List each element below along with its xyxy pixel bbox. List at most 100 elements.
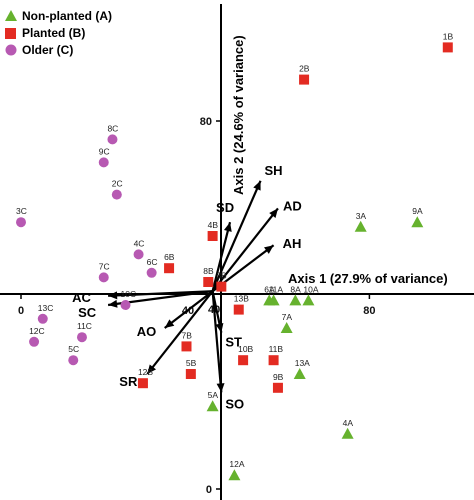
circle-marker [76,332,87,343]
square-marker [216,281,227,292]
triangle-marker [289,294,302,306]
point-label: 11A [269,284,284,294]
triangle-marker [280,322,293,333]
point-label: 2C [112,179,123,189]
vector-line [211,291,223,393]
vector-label: SD [216,200,234,215]
point-4c: 4C [133,238,144,260]
y-tick-label: 0 [206,484,212,496]
vector-label: AD [283,198,302,213]
vector-line [146,290,214,375]
point-label: 3A [356,211,367,221]
square-marker [203,277,214,287]
vector-ad: AD [211,198,302,292]
triangle-marker [267,294,280,306]
point-label: 10A [303,284,318,294]
arrowhead [216,383,225,393]
arrowhead [263,245,274,254]
vector-label: SO [225,396,244,411]
legend-label: Planted (B) [22,26,85,40]
square-marker [185,369,196,379]
circle-marker [111,189,122,200]
point-label: 12C [29,326,45,336]
circle-marker [146,267,157,278]
legend-entry: Planted (B) [5,26,85,40]
square-marker [164,263,175,274]
x-tick-label: 0 [18,305,24,317]
point-1b: 1B [442,31,454,53]
point-label: 1B [443,31,454,41]
point-10b: 10B [238,344,254,366]
point-2c: 2C [111,179,123,200]
point-label: 3C [16,206,27,216]
point-label: 9A [412,206,423,216]
legend-circle-icon [5,44,17,56]
circle-marker [37,313,48,324]
point-label: 12B [138,367,153,377]
vector-ao: AO [137,290,214,339]
square-marker [207,231,218,241]
circle-marker [29,336,40,347]
point-11a: 11A [267,284,284,306]
point-label: 8A [290,284,301,294]
vector-line [164,290,214,329]
circle-marker [68,355,79,366]
legend-entry: Older (C) [5,43,73,57]
circle-marker [98,157,109,168]
vector-label: SC [78,305,97,320]
y-tick-label: 80 [200,116,212,128]
point-label: 5A [208,390,219,400]
square-marker [442,42,453,53]
point-8c: 8C [107,123,118,145]
triangle-marker [302,294,315,306]
triangle-marker [228,469,241,481]
point-label: 4B [208,220,219,230]
point-label: 6C [147,257,158,267]
point-label: 10C [121,289,137,299]
point-label: 6B [164,252,175,262]
point-12a: 12A [228,459,245,481]
arrowhead [215,322,224,333]
point-label: 5C [68,344,79,354]
circle-marker [107,134,118,145]
point-label: 3B [216,271,227,281]
vector-line [211,207,279,292]
point-label: 10B [238,344,253,354]
vector-ac: AC [72,290,213,305]
legend-label: Non-planted (A) [22,9,112,23]
arrowhead [164,319,175,328]
point-9a: 9A [411,206,424,228]
legend: Non-planted (A) Planted (B) Older (C) [5,9,112,57]
vector-label: AC [72,290,91,305]
point-11b: 11B [268,344,284,366]
vector-so: SO [211,291,244,411]
point-5c: 5C [68,344,79,366]
square-marker [233,304,244,315]
vector-line [211,180,262,292]
square-marker [137,378,148,389]
point-label: 2B [299,64,310,74]
point-label: 9B [273,372,284,382]
point-7a: 7A [280,312,293,333]
point-11c: 11C [76,321,92,343]
point-label: 6A [264,284,275,294]
point-9c: 9C [98,146,110,168]
square-marker [181,341,192,352]
point-4a: 4A [341,418,354,439]
point-8b: 8B [203,266,214,287]
point-13a: 13A [293,358,310,379]
point-label: 11B [269,344,284,354]
vector-label: AO [137,324,157,339]
legend-label: Older (C) [22,43,73,57]
point-5a: 5A [206,390,219,412]
square-marker [299,74,310,85]
triangle-marker [341,427,354,439]
arrowhead [223,222,232,232]
point-label: 13B [234,294,249,304]
point-3c: 3C [16,206,27,228]
arrowhead [269,208,278,218]
vector-sr: SR [119,290,214,389]
y-axis-title: Axis 2 (24.6% of variance) [231,35,246,195]
